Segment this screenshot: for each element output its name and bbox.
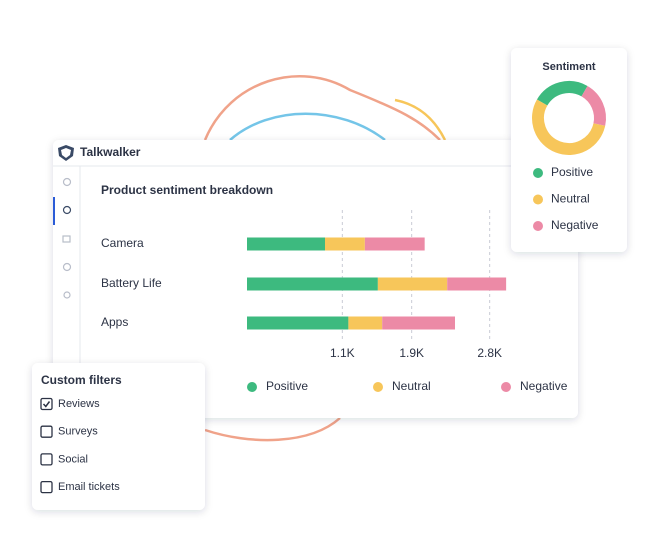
- filter-label[interactable]: Email tickets: [58, 481, 120, 493]
- legend-swatch: [373, 382, 383, 392]
- app-name: Talkwalker: [80, 145, 141, 159]
- decor-curve: [203, 75, 441, 141]
- filter-label[interactable]: Social: [58, 453, 88, 465]
- decor-curve: [394, 98, 447, 141]
- category-label: Camera: [101, 236, 144, 250]
- legend-label: Negative: [551, 218, 599, 232]
- legend-swatch: [501, 382, 511, 392]
- nav-icon[interactable]: [63, 291, 71, 299]
- legend-swatch: [533, 168, 543, 178]
- donut-segment: [581, 85, 606, 126]
- active-indicator: [53, 197, 55, 225]
- legend-label: Neutral: [392, 379, 431, 393]
- filter-label[interactable]: Reviews: [58, 398, 100, 410]
- legend-swatch: [533, 221, 543, 231]
- checkbox[interactable]: [40, 397, 53, 411]
- legend-label: Negative: [520, 379, 568, 393]
- bar-segment: [377, 277, 448, 291]
- checkbox[interactable]: [40, 425, 53, 438]
- nav-icon[interactable]: [62, 177, 72, 187]
- decor-curve: [229, 112, 386, 141]
- legend-swatch: [533, 194, 543, 205]
- filters-title: Custom filters: [41, 373, 122, 387]
- donut-title: Sentiment: [542, 61, 596, 73]
- checkbox[interactable]: [40, 453, 53, 466]
- legend-label: Positive: [266, 379, 308, 393]
- x-tick-label: 2.8K: [477, 346, 502, 360]
- legend-label: Neutral: [551, 192, 590, 206]
- nav-icon[interactable]: [62, 205, 72, 215]
- logo: [61, 148, 71, 158]
- bar-segment: [348, 316, 383, 330]
- category-label: Apps: [101, 315, 128, 329]
- decor-curve: [204, 417, 341, 442]
- checkmark: [42, 401, 51, 408]
- legend-swatch: [247, 382, 257, 392]
- bar-segment: [364, 237, 425, 251]
- filter-label[interactable]: Surveys: [58, 426, 98, 438]
- category-label: Battery Life: [101, 276, 162, 290]
- nav-icon[interactable]: [62, 235, 71, 243]
- x-tick-label: 1.1K: [330, 346, 355, 360]
- bar-segment: [382, 316, 455, 330]
- bar-segment: [247, 316, 349, 330]
- bar-segment: [247, 277, 378, 291]
- donut-segment: [532, 99, 606, 155]
- bar-segment: [325, 237, 365, 251]
- checkbox[interactable]: [40, 480, 53, 494]
- nav-icon[interactable]: [62, 262, 72, 272]
- chart-title: Product sentiment breakdown: [101, 183, 273, 197]
- filters-card: [32, 363, 205, 510]
- bar-segment: [447, 277, 507, 291]
- donut-segment: [536, 81, 588, 106]
- bar-segment: [247, 237, 325, 251]
- legend-label: Positive: [551, 165, 593, 179]
- x-tick-label: 1.9K: [399, 346, 424, 360]
